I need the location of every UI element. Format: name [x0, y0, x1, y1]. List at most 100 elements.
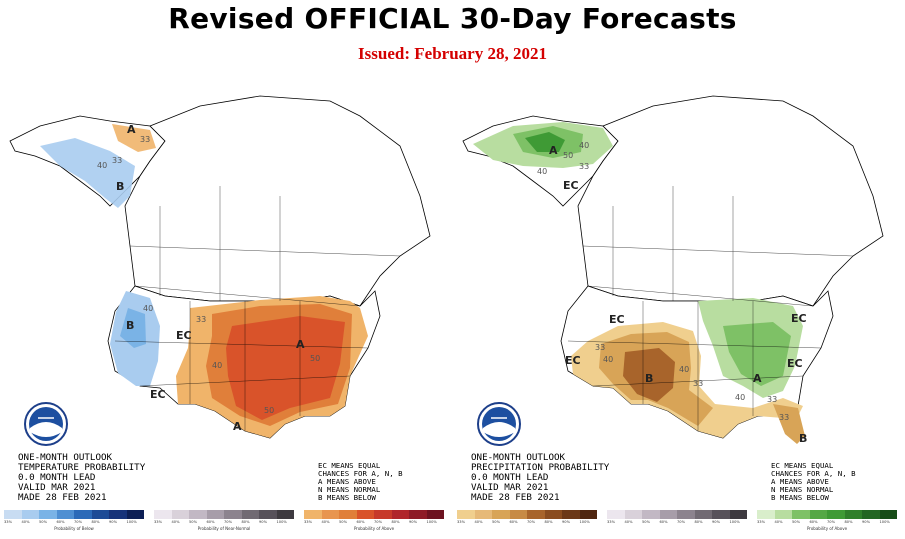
temperature-scale-1-swatch	[56, 510, 74, 519]
temperature-scale-1	[4, 510, 144, 519]
label-s-50: 50	[264, 406, 274, 415]
sw-dry-inner	[623, 348, 675, 402]
temperature-color-scales: 33% 40% 50% 60% 70% 80% 90% 100% Probability of …	[4, 510, 449, 536]
temperature-scale-2-swatch	[259, 510, 277, 519]
tick-label: 80%	[391, 520, 400, 524]
label-alaska-33b: 33	[140, 135, 150, 144]
tick-label: 60%	[206, 520, 215, 524]
precipitation-color-scales: 33% 40% 50% 60% 70% 80% 90% 100% 33% 40% 50% 60% 70%…	[457, 510, 902, 536]
temperature-scale-1-ticks: 33% 40% 50% 60% 70% 80% 90% 100%	[4, 520, 144, 524]
label-alaska-b: B	[116, 180, 124, 193]
temperature-contour-labels: A 33 B 40 33 B 40 EC EC 33 40 A A 50 50	[97, 123, 320, 433]
precipitation-scale-3-swatch	[827, 510, 845, 519]
tick-label: 70%	[527, 520, 535, 524]
precipitation-scale-2-ticks: 33% 40% 50% 60% 70% 80% 90% 100%	[607, 520, 747, 524]
temperature-scale-3-swatch	[426, 510, 444, 519]
label-n-33: 33	[196, 315, 206, 324]
tick-label: 50%	[189, 520, 197, 524]
label-alaska-a: A	[549, 144, 558, 157]
noaa-logo	[24, 402, 68, 446]
label-fl-33: 33	[779, 413, 789, 422]
label-west-40: 40	[143, 304, 153, 313]
temperature-scale-2-swatch	[154, 510, 172, 519]
temperature-scale-2-swatch	[276, 510, 294, 519]
temperature-scale-1-swatch	[74, 510, 92, 519]
precipitation-scale-3-swatch	[862, 510, 880, 519]
temperature-scale-1-label: Probability of Below	[54, 526, 94, 531]
tick-label: 90%	[259, 520, 267, 524]
label-ec-1: EC	[176, 329, 192, 342]
precipitation-map-graphic: A 50 40 33 40 EC EC EC EC EC B 33 40 40 …	[462, 95, 884, 445]
temperature-scale-3-swatch	[321, 510, 339, 519]
tick-label: 80%	[694, 520, 703, 524]
tick-label: 33%	[4, 520, 12, 524]
temperature-caption: ONE-MONTH OUTLOOK TEMPERATURE PROBABILIT…	[18, 452, 146, 503]
temperature-scale-1-swatch	[109, 510, 127, 519]
label-sw-b: B	[645, 372, 653, 385]
tick-label: 90%	[862, 520, 870, 524]
tick-label: 90%	[109, 520, 117, 524]
label-alaska-40: 40	[579, 141, 589, 150]
precipitation-scale-1-swatch	[474, 510, 492, 519]
precipitation-scale-3	[757, 510, 897, 519]
precipitation-scale-2-swatch	[659, 510, 677, 519]
temperature-scale-1-swatch	[4, 510, 22, 519]
tick-label: 60%	[509, 520, 518, 524]
tick-label: 40%	[171, 520, 180, 524]
tick-label: 40%	[321, 520, 330, 524]
tick-label: 40%	[624, 520, 633, 524]
precipitation-scale-2-swatch	[729, 510, 747, 519]
precipitation-scale-3-swatch	[774, 510, 792, 519]
label-ec-2: EC	[150, 388, 166, 401]
precipitation-scale-1-swatch	[562, 510, 580, 519]
alaska-below-region	[40, 138, 135, 208]
precipitation-scale-3-swatch	[757, 510, 775, 519]
temperature-scale-2	[154, 510, 294, 519]
label-alaska-a: A	[127, 123, 136, 136]
temperature-scale-2-swatch	[206, 510, 224, 519]
precipitation-scale-2-swatch	[624, 510, 642, 519]
label-sw-40: 40	[603, 355, 613, 364]
alaska-above-region	[112, 124, 156, 152]
precipitation-scale-1-ticks: 33% 40% 50% 60% 70% 80% 90% 100%	[457, 520, 597, 524]
tick-label: 70%	[827, 520, 835, 524]
noaa-logo	[477, 402, 521, 446]
temperature-scale-1-swatch	[126, 510, 144, 519]
temperature-outlook-map: A 33 B 40 33 B 40 EC EC 33 40 A A 50 50 …	[0, 86, 452, 539]
tick-label: 33%	[154, 520, 162, 524]
precipitation-scale-3-swatch	[792, 510, 810, 519]
tick-label: 50%	[792, 520, 800, 524]
canada-shape	[577, 95, 884, 307]
canada-shape	[124, 95, 431, 307]
label-sw-40b: 40	[679, 365, 689, 374]
temperature-scale-2-ticks: 33% 40% 50% 60% 70% 80% 90% 100%	[154, 520, 294, 524]
temperature-scale-3-ticks: 33% 40% 50% 60% 70% 80% 90% 100%	[304, 520, 444, 524]
precipitation-scale-2-swatch	[642, 510, 660, 519]
tick-label: 80%	[544, 520, 553, 524]
temperature-legend-note: EC MEANS EQUAL CHANCES FOR A, N, B A MEA…	[318, 461, 403, 502]
tick-label: 33%	[607, 520, 615, 524]
tick-label: 90%	[712, 520, 720, 524]
precipitation-scale-2-swatch	[712, 510, 730, 519]
label-fl-b: B	[799, 432, 807, 445]
precipitation-scale-1-swatch	[509, 510, 527, 519]
temperature-scale-3-swatch	[409, 510, 427, 519]
precipitation-scale-2-swatch	[694, 510, 712, 519]
label-west-b: B	[126, 319, 134, 332]
precipitation-scale-1	[457, 510, 597, 519]
label-east-a: A	[296, 338, 305, 351]
tick-label: 100%	[729, 520, 740, 524]
temperature-scale-2-swatch	[189, 510, 207, 519]
temperature-shading	[40, 124, 368, 438]
precipitation-scale-1-swatch	[457, 510, 475, 519]
precipitation-scale-3-ticks: 33% 40% 50% 60% 70% 80% 90% 100%	[757, 520, 897, 524]
temperature-scale-3-label: Probability of Above	[353, 526, 395, 531]
tick-label: 100%	[879, 520, 890, 524]
page-title: Revised OFFICIAL 30-Day Forecasts	[168, 2, 737, 35]
temperature-scale-1-swatch	[39, 510, 57, 519]
label-alaska-33: 33	[579, 162, 589, 171]
temperature-map-graphic: A 33 B 40 33 B 40 EC EC 33 40 A A 50 50	[9, 95, 431, 439]
precipitation-scale-3-swatch	[879, 510, 897, 519]
temperature-scale-3-swatch	[356, 510, 374, 519]
precipitation-scale-1-swatch	[579, 510, 597, 519]
